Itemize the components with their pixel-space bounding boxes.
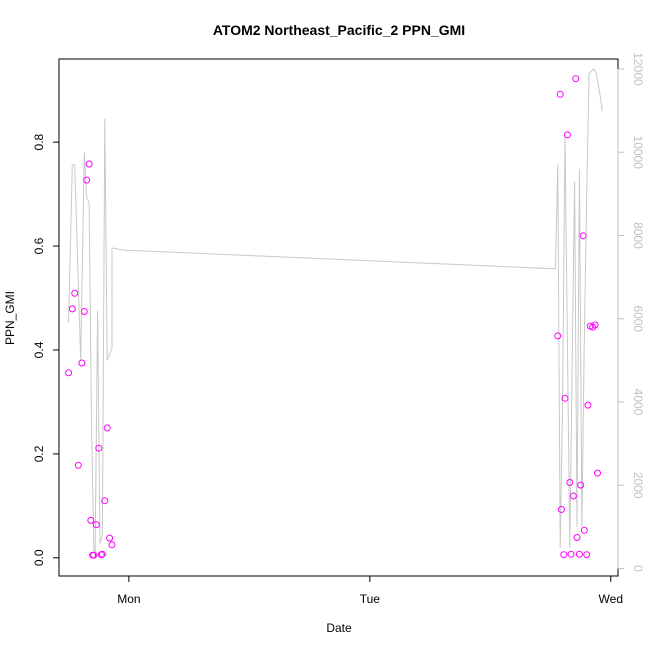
y-tick-label: 0.8 — [32, 133, 46, 150]
data-point — [65, 369, 73, 377]
data-point — [78, 359, 86, 367]
data-point — [560, 551, 568, 559]
x-axis-label: Date — [326, 621, 352, 635]
data-point — [566, 479, 574, 486]
data-point — [556, 90, 564, 98]
data-point — [563, 131, 571, 139]
line-series — [68, 68, 603, 557]
y-tick-label: 0.4 — [32, 341, 46, 358]
data-point — [573, 534, 581, 541]
x-tick-label: Mon — [117, 592, 140, 606]
data-point — [584, 401, 592, 409]
data-point — [85, 160, 93, 168]
data-point — [80, 308, 88, 315]
data-point — [567, 550, 575, 558]
series-layer — [65, 68, 603, 559]
y2-tick-label: 0 — [631, 565, 645, 572]
data-point — [68, 305, 76, 313]
y2-tick-label: 12000 — [631, 52, 645, 86]
data-point — [101, 497, 109, 505]
data-point — [106, 534, 114, 542]
x-tick-label: Tue — [360, 592, 381, 606]
chart-title: ATOM2 Northeast_Pacific_2 PPN_GMI — [213, 22, 465, 38]
y-axis-left: 0.0 0.2 0.4 0.6 0.8 — [32, 133, 60, 566]
data-point — [90, 551, 98, 559]
data-point — [92, 521, 100, 529]
y-axis-right: 0 2000 4000 6000 8000 10000 12000 — [617, 52, 645, 572]
data-point — [579, 232, 587, 240]
data-point — [580, 526, 588, 534]
x-tick-label: Wed — [599, 592, 623, 606]
data-point — [572, 75, 580, 83]
data-point — [577, 481, 585, 489]
data-point — [583, 551, 591, 559]
plot-frame — [58, 58, 619, 577]
y2-tick-label: 10000 — [631, 136, 645, 170]
data-point — [575, 550, 583, 558]
data-point — [108, 541, 116, 549]
data-point — [83, 176, 91, 184]
y2-tick-label: 2000 — [631, 472, 645, 499]
data-point — [591, 321, 599, 329]
y2-tick-label: 4000 — [631, 389, 645, 416]
data-point — [103, 424, 111, 432]
data-point — [95, 444, 103, 452]
y-tick-label: 0.6 — [32, 237, 46, 254]
data-point — [561, 394, 569, 402]
y-axis-label: PPN_GMI — [3, 291, 17, 345]
y2-tick-label: 8000 — [631, 222, 645, 249]
y-tick-label: 0.2 — [32, 445, 46, 462]
data-point — [71, 289, 79, 297]
data-point — [557, 506, 565, 513]
data-point — [74, 461, 82, 469]
y-tick-label: 0.0 — [32, 549, 46, 566]
data-point — [554, 332, 562, 340]
data-point — [98, 550, 106, 558]
data-point — [569, 492, 577, 500]
data-point — [87, 516, 95, 524]
x-axis: Mon Tue Wed — [117, 575, 623, 606]
data-point — [594, 469, 601, 477]
y2-tick-label: 6000 — [631, 305, 645, 332]
